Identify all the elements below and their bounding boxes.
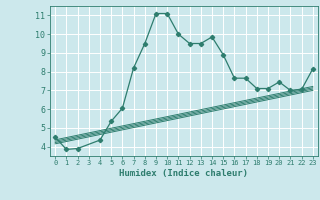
X-axis label: Humidex (Indice chaleur): Humidex (Indice chaleur) xyxy=(119,169,249,178)
